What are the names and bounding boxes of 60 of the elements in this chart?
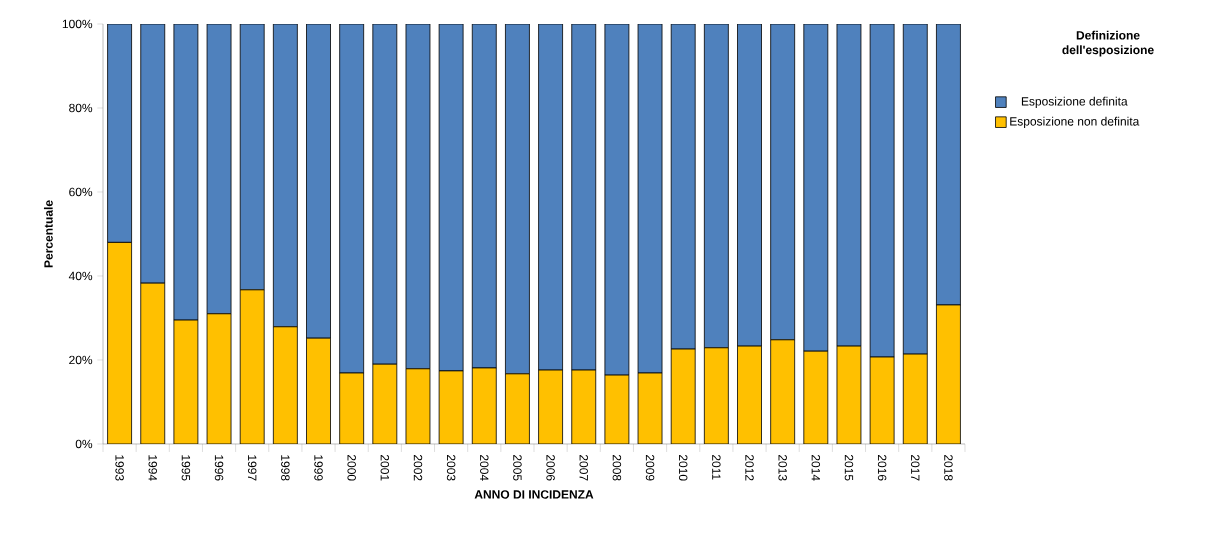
x-tick-label: 2011 xyxy=(712,454,721,480)
bar xyxy=(206,313,232,444)
y-axis-title: Percentuale xyxy=(43,200,53,268)
bar xyxy=(107,241,132,444)
bar xyxy=(306,337,331,444)
bar xyxy=(173,319,199,444)
bar xyxy=(140,282,166,444)
bar xyxy=(372,363,398,444)
x-tick-label: 1995 xyxy=(181,455,191,481)
bar xyxy=(902,353,928,444)
bar xyxy=(339,372,365,444)
x-axis-title: ANNO DI INCIDENZA xyxy=(474,490,594,499)
legend-title: Definizione dell'esposizione xyxy=(1062,30,1154,57)
x-tick-label: 2002 xyxy=(413,454,423,481)
bar xyxy=(505,373,530,444)
x-tick-label: 2012 xyxy=(745,454,754,481)
bar xyxy=(737,345,762,444)
bar xyxy=(272,326,298,444)
y-tick-label: 80% xyxy=(69,103,93,113)
bar xyxy=(803,350,829,444)
bar xyxy=(471,367,497,444)
bar xyxy=(538,369,563,444)
y-tick-label: 20% xyxy=(69,355,93,365)
x-tick-label: 2001 xyxy=(380,454,390,481)
x-tick-label: 1993 xyxy=(115,455,124,481)
y-tick-label: 0% xyxy=(75,439,93,449)
bar xyxy=(770,339,796,444)
bar xyxy=(869,356,895,444)
x-tick-label: 2014 xyxy=(811,454,821,481)
x-tick-label: 2004 xyxy=(480,454,489,481)
bar xyxy=(571,369,597,444)
bar xyxy=(405,368,431,444)
legend-label: Esposizione definita xyxy=(1021,96,1128,108)
y-tick-label: 100% xyxy=(62,19,93,29)
x-tick-label: 2016 xyxy=(877,454,887,481)
y-tick-label: 60% xyxy=(69,187,93,197)
bar xyxy=(239,289,265,444)
bar xyxy=(703,347,729,444)
x-tick-label: 1998 xyxy=(281,455,290,481)
x-tick-label: 1999 xyxy=(314,455,323,481)
x-tick-label: 2015 xyxy=(844,454,854,481)
x-tick-label: 2013 xyxy=(778,454,787,481)
x-tick-label: 2009 xyxy=(645,454,655,481)
x-tick-label: 2005 xyxy=(513,454,522,481)
x-tick-label: 1997 xyxy=(247,455,257,481)
x-tick-label: 2007 xyxy=(579,454,588,481)
x-tick-label: 1994 xyxy=(148,455,157,481)
x-tick-label: 2018 xyxy=(944,454,953,481)
bar xyxy=(836,345,862,444)
x-tick-label: 2006 xyxy=(546,454,555,481)
bar xyxy=(936,304,961,444)
x-tick-label: 2010 xyxy=(678,454,688,481)
x-tick-label: 2017 xyxy=(911,454,920,481)
x-tick-label: 2000 xyxy=(347,454,356,481)
x-tick-label: 1996 xyxy=(214,455,224,481)
legend-label: Esposizione non definita xyxy=(1010,116,1140,128)
x-tick-label: 2008 xyxy=(612,454,622,481)
x-tick-label: 2003 xyxy=(446,454,456,481)
y-tick-label: 40% xyxy=(68,271,93,281)
bar xyxy=(670,348,696,444)
